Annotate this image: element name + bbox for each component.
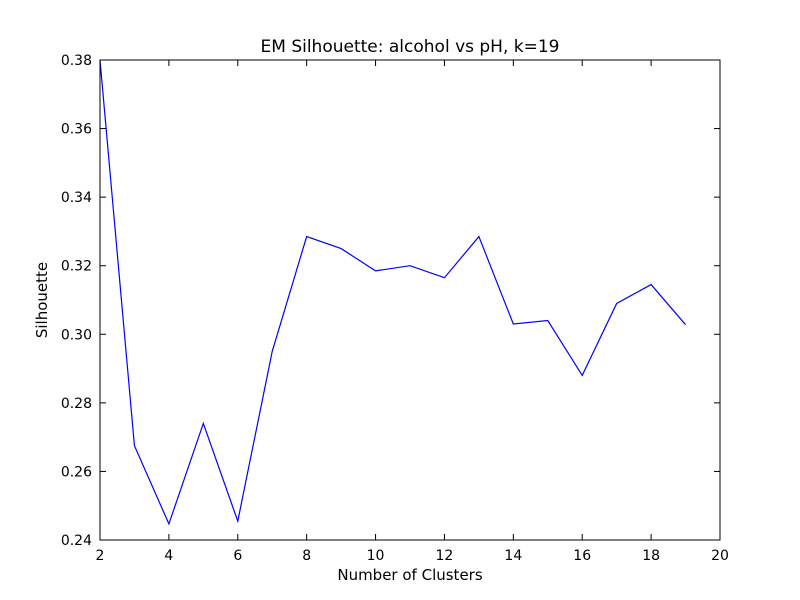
chart-title: EM Silhouette: alcohol vs pH, k=19 bbox=[261, 37, 560, 57]
x-tick-label: 20 bbox=[711, 548, 729, 564]
data-layer bbox=[99, 59, 687, 526]
x-tick-label: 6 bbox=[233, 548, 242, 564]
tick-layer: 2 4 6 8 10 12 14 16 18 20 0.24 0.26 0.28 0.30 0.32 0.34… bbox=[61, 53, 729, 564]
plot-area bbox=[100, 60, 720, 540]
x-tick-label: 10 bbox=[367, 548, 385, 564]
y-tick-label: 0.26 bbox=[61, 464, 92, 480]
x-tick-label: 2 bbox=[96, 548, 105, 564]
x-tick-label: 14 bbox=[504, 548, 522, 564]
y-tick-label: 0.36 bbox=[61, 122, 92, 138]
x-tick-label: 18 bbox=[642, 548, 660, 564]
y-axis-label: Silhouette bbox=[33, 262, 51, 338]
x-tick-label: 16 bbox=[573, 548, 591, 564]
y-tick-label: 0.32 bbox=[61, 259, 92, 275]
plot-frame bbox=[99, 59, 721, 541]
y-tick-label: 0.30 bbox=[61, 327, 92, 343]
x-tick-label: 4 bbox=[164, 548, 173, 564]
y-tick-label: 0.38 bbox=[61, 53, 92, 69]
x-tick-label: 8 bbox=[302, 548, 311, 564]
x-tick-label: 12 bbox=[436, 548, 454, 564]
y-tick-label: 0.34 bbox=[61, 190, 92, 206]
x-axis-label: Number of Clusters bbox=[337, 566, 482, 584]
series-line bbox=[99, 59, 687, 526]
y-tick-label: 0.28 bbox=[61, 396, 92, 412]
y-tick-label: 0.24 bbox=[61, 533, 92, 549]
